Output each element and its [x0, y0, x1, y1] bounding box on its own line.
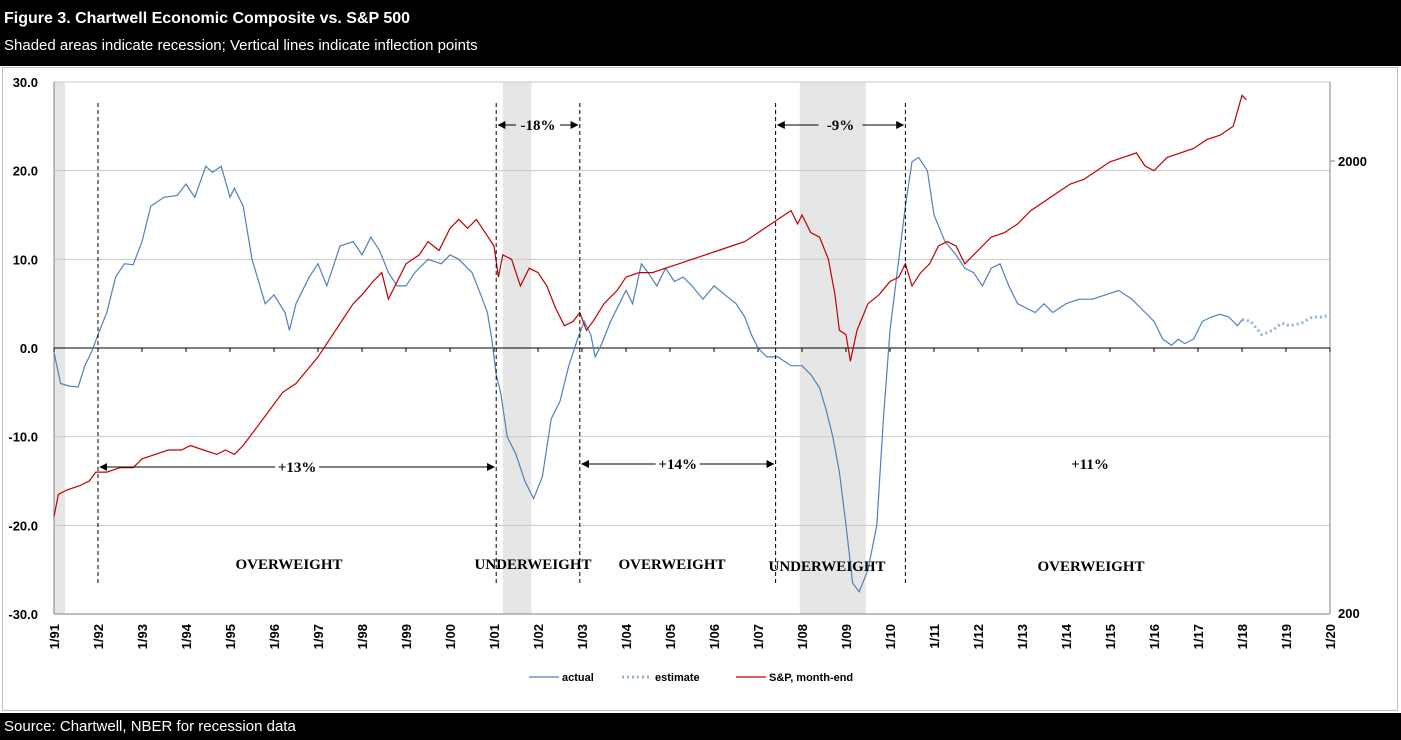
- chart-svg: 30.0 20.0 10.0 0.0 -10.0 -20.0 -30.0 2000 200 1/9…: [8, 75, 1367, 684]
- x-tick-label: 1/92: [91, 624, 106, 649]
- x-tick-label: 1/16: [1147, 624, 1162, 649]
- series-line-s-p-month-end: [53, 94, 1247, 517]
- y-right-tick-label: 2000: [1338, 154, 1367, 169]
- x-tick-label: 1/11: [927, 624, 942, 649]
- x-tick-label: 1/02: [531, 624, 546, 649]
- regime-label: UNDERWEIGHT: [475, 557, 592, 573]
- x-tick-label: 1/95: [223, 624, 238, 649]
- annotation-label: +14%: [658, 457, 697, 473]
- legend-label: estimate: [655, 672, 700, 684]
- y-tick-label: 20.0: [13, 164, 38, 179]
- x-tick-label: 1/99: [399, 624, 414, 649]
- annotation-label: +11%: [1071, 457, 1109, 473]
- x-tick-label: 1/15: [1103, 624, 1118, 649]
- x-tick-label: 1/07: [751, 624, 766, 649]
- x-tick-label: 1/14: [1059, 623, 1074, 649]
- x-tick-label: 1/04: [619, 623, 634, 649]
- x-tick-label: 1/20: [1323, 624, 1338, 649]
- chart-frame: [2, 67, 1398, 711]
- y-tick-label: -30.0: [8, 607, 38, 622]
- x-tick-label: 1/06: [707, 624, 722, 649]
- y-tick-label: -20.0: [8, 518, 38, 533]
- legend-label: actual: [562, 672, 594, 684]
- y-tick-label: 0.0: [20, 341, 38, 356]
- annotation-label: +13%: [278, 460, 317, 476]
- x-tick-label: 1/93: [135, 624, 150, 649]
- annotation-label: -18%: [521, 118, 556, 134]
- x-tick-label: 1/18: [1235, 624, 1250, 649]
- x-tick-label: 1/10: [883, 624, 898, 649]
- x-tick-label: 1/09: [839, 624, 854, 649]
- annotation-label: -9%: [827, 118, 855, 134]
- x-tick-label: 1/13: [1015, 624, 1030, 649]
- x-tick-label: 1/12: [971, 624, 986, 649]
- series-line-estimate: [1241, 312, 1331, 337]
- y-tick-label: -10.0: [8, 430, 38, 445]
- x-tick-label: 1/94: [179, 623, 194, 649]
- regime-label: UNDERWEIGHT: [769, 559, 886, 575]
- regime-label: OVERWEIGHT: [619, 557, 726, 573]
- source-bar: Source: Chartwell, NBER for recession da…: [0, 713, 1401, 740]
- x-tick-label: 1/01: [487, 624, 502, 649]
- y-tick-label: 30.0: [13, 75, 38, 90]
- title-bar: Figure 3. Chartwell Economic Composite v…: [0, 0, 1401, 66]
- x-tick-label: 1/19: [1279, 624, 1294, 649]
- y-tick-label: 10.0: [13, 252, 38, 267]
- chart-subtitle: Shaded areas indicate recession; Vertica…: [4, 37, 478, 54]
- series-line-actual: [53, 156, 1243, 594]
- x-tick-label: 1/17: [1191, 624, 1206, 649]
- x-tick-label: 1/98: [355, 624, 370, 649]
- legend-label: S&P, month-end: [769, 672, 853, 684]
- x-tick-label: 1/97: [311, 624, 326, 649]
- x-tick-label: 1/03: [575, 624, 590, 649]
- y-right-tick-label: 200: [1338, 606, 1360, 621]
- x-tick-label: 1/05: [663, 624, 678, 649]
- x-tick-label: 1/00: [443, 624, 458, 649]
- regime-label: OVERWEIGHT: [236, 557, 343, 573]
- x-tick-label: 1/08: [795, 624, 810, 649]
- chart-title: Figure 3. Chartwell Economic Composite v…: [4, 10, 411, 27]
- regime-label: OVERWEIGHT: [1038, 559, 1145, 575]
- x-tick-label: 1/91: [47, 624, 62, 649]
- source-note: Source: Chartwell, NBER for recession da…: [4, 718, 296, 735]
- x-tick-label: 1/96: [267, 624, 282, 649]
